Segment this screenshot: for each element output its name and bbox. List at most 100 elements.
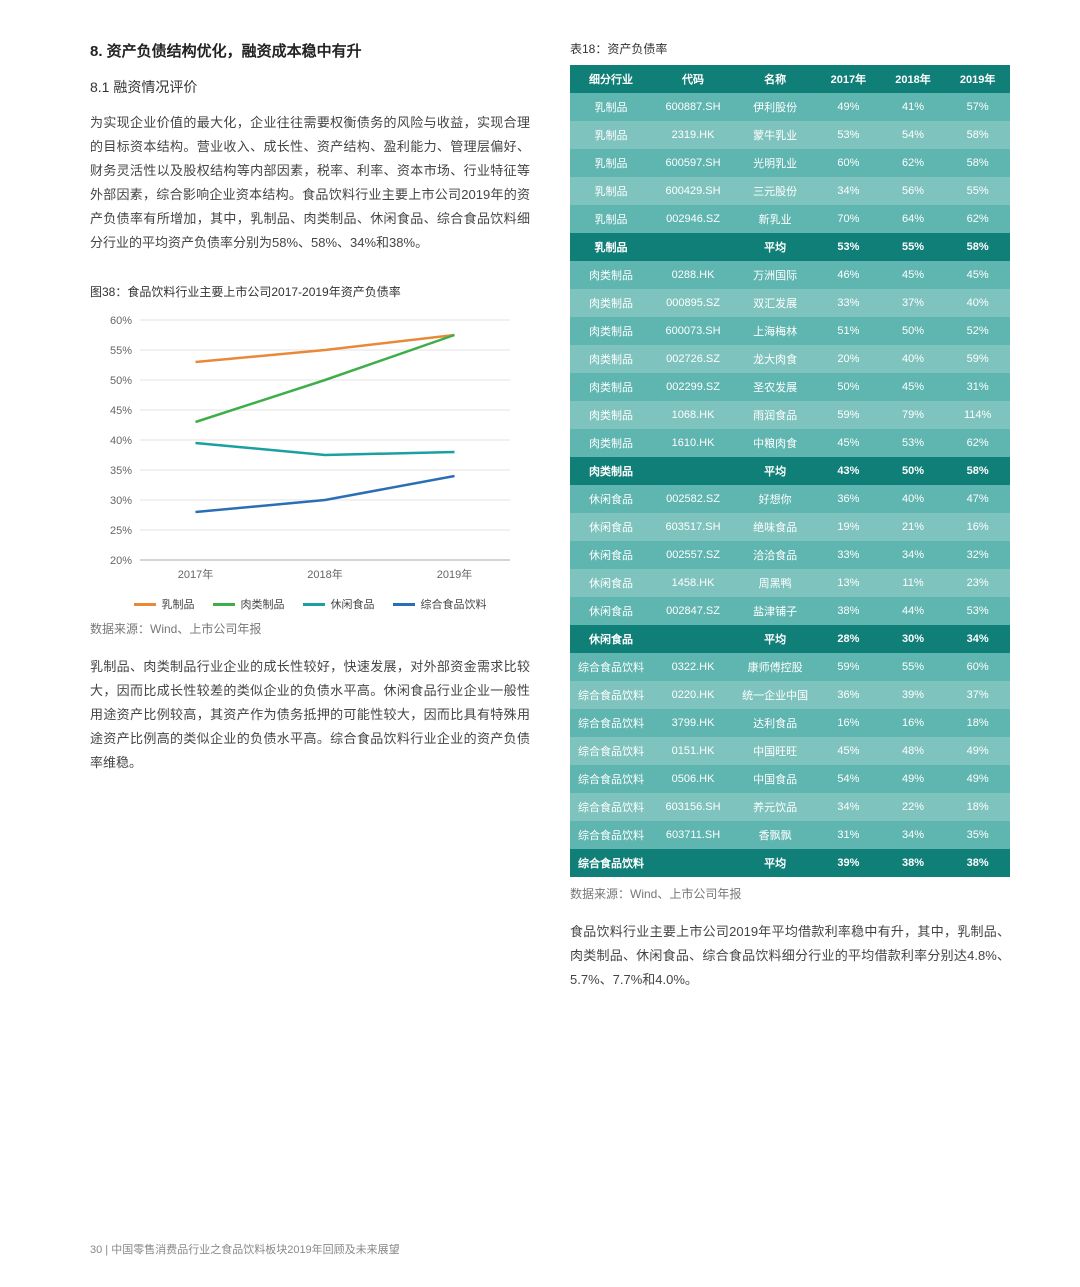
table-cell: 1458.HK [652, 569, 734, 597]
table-cell: 40% [881, 485, 946, 513]
table-cell: 44% [881, 597, 946, 625]
table-cell: 603156.SH [652, 793, 734, 821]
legend-item: 综合食品饮料 [393, 596, 487, 612]
table-cell: 绝味食品 [734, 513, 816, 541]
table-cell: 平均 [734, 625, 816, 653]
table-cell: 综合食品饮料 [570, 737, 652, 765]
table-cell: 45% [816, 429, 881, 457]
table-cell: 603517.SH [652, 513, 734, 541]
table-cell: 59% [945, 345, 1010, 373]
table-cell: 53% [816, 121, 881, 149]
table-row: 乳制品2319.HK蒙牛乳业53%54%58% [570, 121, 1010, 149]
table-cell: 休闲食品 [570, 485, 652, 513]
table-row: 综合食品饮料0220.HK统一企业中国36%39%37% [570, 681, 1010, 709]
table-cell: 45% [881, 261, 946, 289]
table-cell: 31% [816, 821, 881, 849]
table-cell: 肉类制品 [570, 345, 652, 373]
table-cell: 50% [881, 317, 946, 345]
table-cell: 综合食品饮料 [570, 653, 652, 681]
table-cell: 43% [816, 457, 881, 485]
table-row: 休闲食品603517.SH绝味食品19%21%16% [570, 513, 1010, 541]
table-cell: 57% [945, 93, 1010, 121]
table-cell [652, 849, 734, 877]
table-row: 休闲食品平均28%30%34% [570, 625, 1010, 653]
legend-item: 乳制品 [134, 596, 195, 612]
table-cell: 34% [816, 793, 881, 821]
table-cell: 49% [945, 765, 1010, 793]
svg-text:40%: 40% [110, 435, 132, 447]
table-cell: 肉类制品 [570, 373, 652, 401]
table-cell: 34% [816, 177, 881, 205]
svg-text:2017年: 2017年 [178, 567, 213, 581]
table-cell: 33% [816, 289, 881, 317]
table-cell: 达利食品 [734, 709, 816, 737]
table-row: 乳制品002946.SZ新乳业70%64%62% [570, 205, 1010, 233]
svg-text:55%: 55% [110, 345, 132, 357]
table-cell: 0220.HK [652, 681, 734, 709]
table-cell: 37% [881, 289, 946, 317]
table-cell: 49% [881, 765, 946, 793]
table-cell: 盐津铺子 [734, 597, 816, 625]
table-row: 肉类制品002726.SZ龙大肉食20%40%59% [570, 345, 1010, 373]
table-cell: 综合食品饮料 [570, 821, 652, 849]
table-cell: 19% [816, 513, 881, 541]
table-cell: 002299.SZ [652, 373, 734, 401]
table-cell: 55% [881, 653, 946, 681]
table-cell: 53% [816, 233, 881, 261]
table-cell: 59% [816, 653, 881, 681]
chart-source: 数据来源：Wind、上市公司年报 [90, 620, 530, 637]
table-cell: 新乳业 [734, 205, 816, 233]
table-cell: 肉类制品 [570, 261, 652, 289]
table-row: 综合食品饮料603711.SH香飘飘31%34%35% [570, 821, 1010, 849]
table-cell: 33% [816, 541, 881, 569]
table-cell: 肉类制品 [570, 289, 652, 317]
table-cell: 2319.HK [652, 121, 734, 149]
table18-caption: 表18：资产负债率 [570, 40, 1010, 57]
table-cell: 38% [816, 597, 881, 625]
table-row: 综合食品饮料平均39%38%38% [570, 849, 1010, 877]
table-row: 乳制品平均53%55%58% [570, 233, 1010, 261]
table-cell: 52% [945, 317, 1010, 345]
legend-item: 肉类制品 [213, 596, 285, 612]
table-row: 乳制品600597.SH光明乳业60%62%58% [570, 149, 1010, 177]
table-cell: 34% [881, 821, 946, 849]
table-cell: 13% [816, 569, 881, 597]
table-cell: 休闲食品 [570, 625, 652, 653]
table-cell: 乳制品 [570, 205, 652, 233]
table-cell: 光明乳业 [734, 149, 816, 177]
table-cell: 乳制品 [570, 233, 652, 261]
table-cell: 统一企业中国 [734, 681, 816, 709]
table-cell: 乳制品 [570, 121, 652, 149]
table18: 细分行业代码名称2017年2018年2019年乳制品600887.SH伊利股份4… [570, 65, 1010, 877]
table-row: 综合食品饮料603156.SH养元饮品34%22%18% [570, 793, 1010, 821]
table-cell: 0322.HK [652, 653, 734, 681]
table-cell: 综合食品饮料 [570, 765, 652, 793]
table-row: 肉类制品1610.HK中粮肉食45%53%62% [570, 429, 1010, 457]
table-cell: 康师傅控股 [734, 653, 816, 681]
table-cell: 肉类制品 [570, 317, 652, 345]
table-row: 休闲食品1458.HK周黑鸭13%11%23% [570, 569, 1010, 597]
table-cell: 36% [816, 485, 881, 513]
table-row: 休闲食品002582.SZ好想你36%40%47% [570, 485, 1010, 513]
table-cell: 49% [945, 737, 1010, 765]
table-cell: 18% [945, 709, 1010, 737]
table-cell: 28% [816, 625, 881, 653]
table-header-cell: 细分行业 [570, 65, 652, 93]
table-row: 综合食品饮料0506.HK中国食品54%49%49% [570, 765, 1010, 793]
table-cell: 002582.SZ [652, 485, 734, 513]
table-row: 肉类制品600073.SH上海梅林51%50%52% [570, 317, 1010, 345]
table-cell: 002726.SZ [652, 345, 734, 373]
table-header-cell: 2017年 [816, 65, 881, 93]
table-cell: 45% [945, 261, 1010, 289]
table-cell: 21% [881, 513, 946, 541]
table-cell: 肉类制品 [570, 457, 652, 485]
table-cell: 肉类制品 [570, 429, 652, 457]
table-cell: 34% [881, 541, 946, 569]
table-row: 综合食品饮料3799.HK达利食品16%16%18% [570, 709, 1010, 737]
table-cell: 55% [881, 233, 946, 261]
table-cell: 中国旺旺 [734, 737, 816, 765]
paragraph-2: 乳制品、肉类制品行业企业的成长性较好，快速发展，对外部资金需求比较大，因而比成长… [90, 655, 530, 775]
figure38-chart: 20%25%30%35%40%45%50%55%60%2017年2018年201… [90, 310, 520, 590]
table-cell [652, 233, 734, 261]
table-cell: 58% [945, 457, 1010, 485]
